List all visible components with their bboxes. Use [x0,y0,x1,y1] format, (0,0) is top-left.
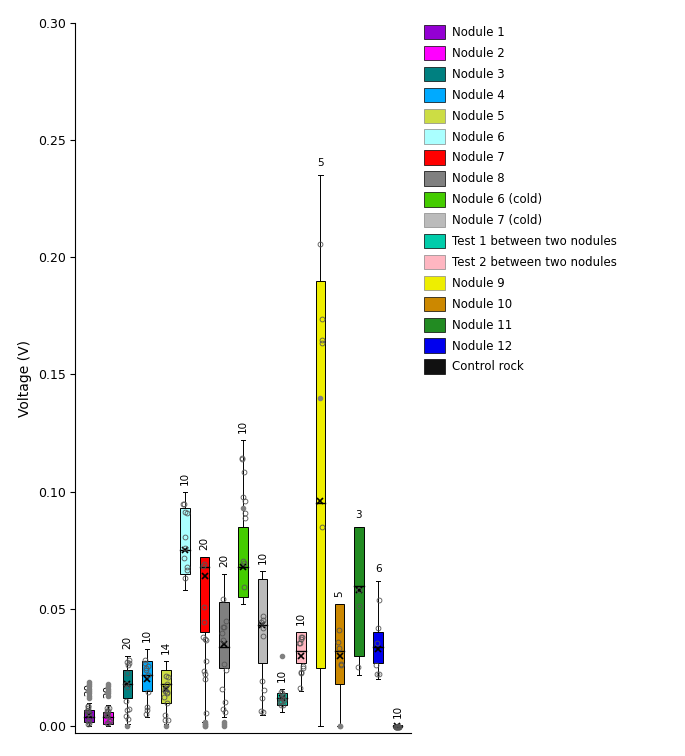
Text: 20: 20 [219,553,229,567]
Text: 10: 10 [142,629,151,642]
Bar [258,578,267,663]
Bar [335,604,345,684]
Bar [123,670,132,698]
Text: 6: 6 [375,564,382,574]
Text: 10: 10 [296,612,306,625]
Text: 10: 10 [238,420,248,433]
Bar [296,633,306,663]
Bar [84,710,94,721]
Text: 10: 10 [277,668,287,682]
Text: 10: 10 [258,551,267,565]
Text: 3: 3 [356,510,362,520]
Bar [180,508,190,574]
Bar [393,725,402,727]
Bar [142,661,151,691]
Text: 20: 20 [123,636,132,649]
Bar [200,557,210,633]
Text: 10: 10 [180,472,190,485]
Text: 10: 10 [393,705,403,718]
Y-axis label: Voltage (V): Voltage (V) [18,339,32,417]
Bar [277,693,286,705]
Bar [354,527,364,656]
Bar [161,670,171,703]
Bar [219,602,229,668]
Legend: Nodule 1, Nodule 2, Nodule 3, Nodule 4, Nodule 5, Nodule 6, Nodule 7, Nodule 8, : Nodule 1, Nodule 2, Nodule 3, Nodule 4, … [421,21,621,377]
Bar [373,633,383,663]
Text: 20: 20 [103,685,113,698]
Text: 20: 20 [84,683,94,696]
Text: 14: 14 [161,640,171,654]
Text: 5: 5 [317,158,323,168]
Bar [103,712,113,724]
Bar [238,527,248,597]
Text: 20: 20 [199,538,210,550]
Bar [316,280,325,668]
Text: 5: 5 [335,590,345,597]
